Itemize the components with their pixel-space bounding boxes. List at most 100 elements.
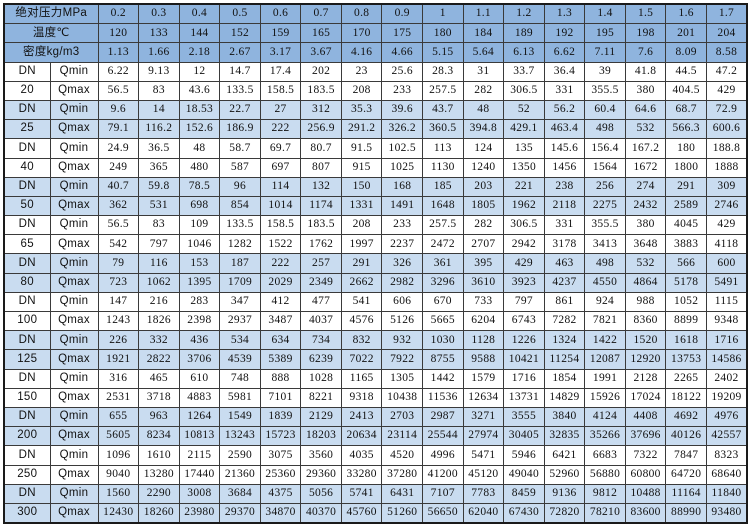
data-cell: 2029 bbox=[259, 272, 302, 293]
qmin-label: Qmin bbox=[49, 330, 99, 351]
data-cell: 28.3 bbox=[422, 61, 464, 82]
data-cell: 35266 bbox=[584, 426, 626, 447]
data-cell: 429 bbox=[503, 253, 545, 274]
data-cell: 8323 bbox=[705, 445, 748, 466]
data-cell: 3178 bbox=[543, 234, 586, 255]
header-value-cell: 192 bbox=[543, 23, 586, 44]
data-cell: 306.5 bbox=[503, 215, 545, 236]
data-cell: 39.6 bbox=[381, 99, 423, 121]
data-cell: 102.5 bbox=[381, 138, 423, 159]
data-cell: 2129 bbox=[300, 406, 342, 428]
data-cell: 3555 bbox=[503, 406, 545, 428]
data-cell: 2703 bbox=[381, 406, 423, 428]
data-cell: 326 bbox=[381, 253, 423, 274]
header-value-cell: 5.15 bbox=[422, 42, 464, 63]
data-cell: 1520 bbox=[624, 330, 667, 351]
table-row: 20 Qmax 56.5 83 43.6 133.5 158.5 183.5 208 233 257… bbox=[3, 80, 748, 101]
header-row-label: 温度℃ bbox=[3, 23, 99, 44]
data-cell: 1128 bbox=[462, 330, 505, 351]
data-cell: 168 bbox=[381, 176, 423, 197]
header-value-cell: 0.5 bbox=[219, 3, 261, 25]
data-cell: 541 bbox=[340, 291, 383, 313]
data-cell: 924 bbox=[584, 291, 626, 313]
header-value-cell: 120 bbox=[97, 23, 140, 44]
data-cell: 257.5 bbox=[422, 215, 464, 236]
table-row: 200 Qmax 5605 8234 10813 13243 15723 18203 20634… bbox=[3, 426, 748, 447]
data-cell: 14 bbox=[138, 99, 180, 121]
data-cell: 347 bbox=[219, 291, 261, 313]
data-cell: 3923 bbox=[503, 272, 545, 293]
header-value-cell: 2.67 bbox=[219, 42, 261, 63]
data-cell: 932 bbox=[381, 330, 423, 351]
header-value-cell: 0.6 bbox=[259, 3, 302, 25]
header-value-cell: 8.09 bbox=[665, 42, 707, 63]
qmin-label: Qmin bbox=[49, 99, 99, 121]
data-cell: 362 bbox=[97, 195, 140, 217]
header-row: 绝对压力MPa 0.2 0.3 0.4 0.5 0.6 0.7 0.8 0.9 1 1.1 1.2 1.… bbox=[3, 3, 748, 25]
data-cell: 158.5 bbox=[259, 80, 302, 101]
data-cell: 532 bbox=[624, 253, 667, 274]
qmax-label: Qmax bbox=[49, 464, 99, 485]
qmax-label: Qmax bbox=[49, 387, 99, 408]
data-cell: 10813 bbox=[178, 426, 221, 447]
data-cell: 4576 bbox=[340, 310, 383, 332]
data-cell: 4124 bbox=[584, 406, 626, 428]
data-cell: 1130 bbox=[422, 157, 464, 178]
data-cell: 4237 bbox=[543, 272, 586, 293]
data-cell: 56650 bbox=[422, 502, 464, 524]
data-cell: 6204 bbox=[462, 310, 505, 332]
data-cell: 3883 bbox=[665, 234, 707, 255]
header-value-cell: 201 bbox=[665, 23, 707, 44]
data-cell: 23 bbox=[340, 61, 383, 82]
data-cell: 1014 bbox=[259, 195, 302, 217]
data-cell: 1422 bbox=[584, 330, 626, 351]
data-cell: 306.5 bbox=[503, 80, 545, 101]
data-cell: 56.2 bbox=[543, 99, 586, 121]
qmin-label: Qmin bbox=[49, 61, 99, 82]
header-value-cell: 133 bbox=[138, 23, 180, 44]
data-cell: 498 bbox=[584, 119, 626, 140]
data-cell: 133.5 bbox=[219, 80, 261, 101]
data-cell: 7101 bbox=[259, 387, 302, 408]
data-cell: 542 bbox=[97, 234, 140, 255]
header-value-cell: 1.6 bbox=[665, 3, 707, 25]
data-cell: 587 bbox=[219, 157, 261, 178]
data-cell: 18203 bbox=[300, 426, 342, 447]
qmax-label: Qmax bbox=[49, 426, 99, 447]
data-cell: 1610 bbox=[138, 445, 180, 466]
data-cell: 3296 bbox=[422, 272, 464, 293]
data-cell: 33.7 bbox=[503, 61, 545, 82]
data-cell: 5471 bbox=[462, 445, 505, 466]
qmin-label: Qmin bbox=[49, 445, 99, 466]
data-cell: 8755 bbox=[422, 349, 464, 370]
header-value-cell: 184 bbox=[462, 23, 505, 44]
data-cell: 1025 bbox=[381, 157, 423, 178]
header-value-cell: 7.6 bbox=[624, 42, 667, 63]
dn-label: DN bbox=[3, 291, 51, 313]
table-row: DN Qmin 9.6 14 18.53 22.7 27 312 35.3 39.6 43.7 48 5… bbox=[3, 99, 748, 121]
data-cell: 4692 bbox=[665, 406, 707, 428]
data-cell: 1243 bbox=[97, 310, 140, 332]
dn-label: DN bbox=[3, 138, 51, 159]
data-cell: 185 bbox=[422, 176, 464, 197]
data-cell: 25360 bbox=[259, 464, 302, 485]
data-cell: 1854 bbox=[543, 368, 586, 389]
data-cell: 238 bbox=[543, 176, 586, 197]
data-cell: 312 bbox=[300, 99, 342, 121]
data-cell: 429.1 bbox=[503, 119, 545, 140]
data-cell: 832 bbox=[340, 330, 383, 351]
table-row: DN Qmin 1096 1610 2115 2590 3075 3560 4035 4520 49… bbox=[3, 445, 748, 466]
data-cell: 361 bbox=[422, 253, 464, 274]
data-cell: 56.5 bbox=[97, 215, 140, 236]
data-cell: 48 bbox=[462, 99, 505, 121]
data-cell: 39 bbox=[584, 61, 626, 82]
data-cell: 1997 bbox=[340, 234, 383, 255]
header-value-cell: 0.2 bbox=[97, 3, 140, 25]
data-cell: 29360 bbox=[300, 464, 342, 485]
data-cell: 3648 bbox=[624, 234, 667, 255]
header-value-cell: 3.67 bbox=[300, 42, 342, 63]
data-cell: 96 bbox=[219, 176, 261, 197]
data-cell: 6239 bbox=[300, 349, 342, 370]
data-cell: 62040 bbox=[462, 502, 505, 524]
dn-label: DN bbox=[3, 99, 51, 121]
